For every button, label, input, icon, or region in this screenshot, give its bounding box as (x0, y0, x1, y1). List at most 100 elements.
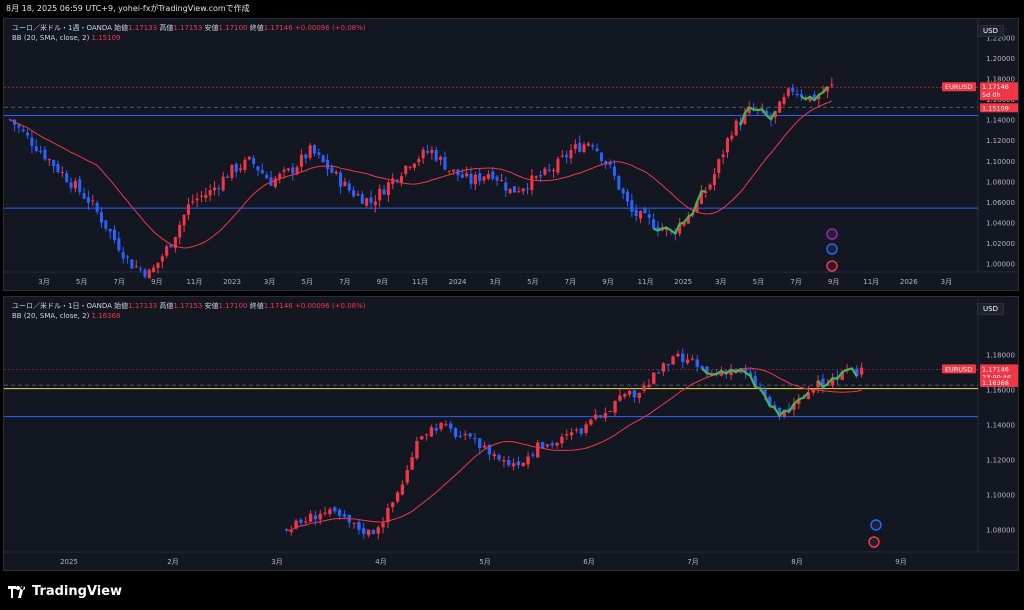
candle-body (573, 144, 577, 149)
candle-body (699, 191, 703, 204)
time-tick-label: 7月 (790, 278, 801, 286)
daily-bb-legend[interactable]: BB (20, SMA, close, 2) 1.16368 (12, 312, 121, 320)
price-tag: 1.17146 (982, 365, 1009, 373)
candle-body (578, 142, 582, 152)
candle-body (362, 528, 366, 535)
open-label: 始値 (114, 302, 129, 310)
candle-body (797, 399, 801, 404)
candle-body (499, 179, 503, 181)
candle-body (199, 195, 203, 197)
candle-body (321, 155, 325, 162)
candle-body (425, 150, 430, 153)
candle-body (712, 173, 716, 185)
price-tick-label: 1.04000 (986, 220, 1015, 228)
candle-body (56, 164, 60, 172)
candle-body (652, 372, 656, 384)
symbol-title[interactable]: ユーロ／米ドル・1日・OANDA (12, 302, 112, 310)
candle-body (603, 413, 608, 418)
candle-body (342, 514, 347, 517)
candle-body (630, 200, 634, 212)
candle-body (421, 149, 425, 159)
candle-body (817, 95, 821, 100)
candle-body (582, 144, 586, 153)
candle-body (381, 522, 385, 528)
candle-body (473, 437, 477, 439)
time-tick-label: 3月 (264, 278, 275, 286)
candle-body (99, 212, 103, 223)
candle-body (284, 528, 289, 531)
price-tick-label: 1.20000 (986, 55, 1015, 63)
candle-body (369, 197, 373, 203)
time-tick-label: 11月 (638, 278, 654, 286)
candle-body (299, 154, 303, 167)
candle-body (690, 358, 695, 360)
candle-body (191, 201, 195, 203)
candle-body (289, 530, 293, 533)
candle-body (782, 410, 786, 417)
candle-body (552, 170, 556, 172)
weekly-bb-legend[interactable]: BB (20, SMA, close, 2) 1.15109 (12, 34, 121, 42)
daily-chart-svg[interactable]: 1.18000 1.16000 1.14000 1.12000 1.10000 1.080… (4, 297, 1018, 570)
candle-body (304, 521, 308, 523)
candle-body (739, 369, 743, 373)
candle-body (360, 194, 364, 204)
candle-body (439, 156, 443, 160)
candle-body (492, 454, 496, 457)
bb-basis-line (9, 100, 833, 249)
candle-body (536, 442, 540, 458)
candle-body (825, 86, 830, 92)
candle-body (439, 422, 443, 430)
candle-body (352, 522, 356, 524)
bb-price-tag-bg (980, 103, 1018, 113)
daily-chart-panel[interactable]: 1.18000 1.16000 1.14000 1.12000 1.10000 1.080… (3, 296, 1019, 571)
time-tick-label: 4月 (375, 558, 386, 566)
currency-button[interactable]: USD (977, 303, 1004, 315)
candle-body (333, 507, 337, 512)
candle-body (134, 266, 138, 268)
candle-body (730, 135, 734, 140)
candle-body (424, 434, 429, 436)
candle-body (444, 424, 448, 426)
weekly-chart-svg[interactable]: 1.220001.200001.180001.160001.140001.120… (4, 19, 1018, 290)
candle-body (743, 369, 748, 373)
candle-body (468, 433, 472, 437)
symbol-title[interactable]: ユーロ／米ドル・1週・OANDA (12, 24, 112, 32)
timestamp: 8月 18, 2025 06:59 UTC+9 (6, 4, 114, 13)
candle-body (729, 369, 733, 376)
time-tick-label: 3月 (271, 558, 282, 566)
price-tick-label: 1.12000 (986, 137, 1015, 145)
candle-body (339, 172, 343, 187)
candle-body (579, 428, 583, 434)
candle-body (328, 509, 332, 515)
candle-body (777, 407, 782, 416)
candle-body (104, 220, 108, 229)
candle-body (686, 216, 690, 224)
candle-body (395, 179, 399, 182)
time-tick-label: 7月 (687, 558, 698, 566)
countdown-tag: 23:00:46 (982, 373, 1011, 381)
currency-button[interactable]: USD (977, 25, 1004, 37)
candle-body (247, 156, 251, 160)
time-tick-label: 3月 (38, 278, 49, 286)
candle-body (165, 246, 169, 256)
open-label: 始値 (114, 24, 129, 32)
candle-body (627, 390, 632, 395)
candle-body (717, 159, 721, 173)
candle-body (117, 238, 121, 251)
candle-body (613, 401, 617, 413)
candle-body (330, 167, 334, 173)
candle-body (599, 152, 603, 162)
candle-body (598, 415, 603, 418)
green-trend-line (701, 367, 771, 407)
weekly-chart-panel[interactable]: 1.220001.200001.180001.160001.140001.120… (3, 18, 1019, 291)
time-tick-label: 7月 (339, 278, 350, 286)
candle-body (632, 390, 637, 398)
candle-body (204, 194, 208, 198)
candle-body (671, 356, 675, 365)
candle-body (517, 191, 521, 193)
candle-body (415, 441, 419, 459)
tradingview-logo[interactable]: TradingView (8, 584, 122, 599)
candle-body (612, 166, 616, 176)
candle-body (195, 198, 199, 201)
candle-body (452, 169, 456, 172)
